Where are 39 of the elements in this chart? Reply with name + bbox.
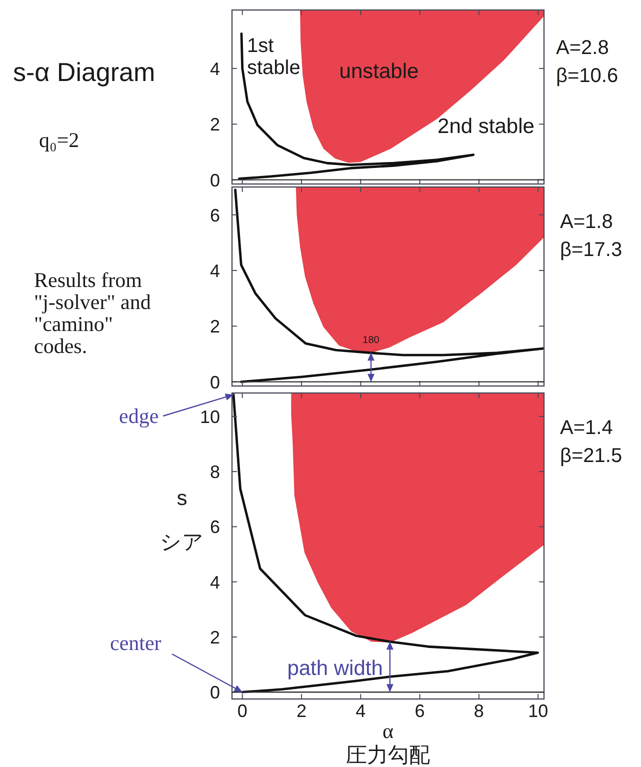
y-tick-label: 2: [210, 627, 220, 648]
text: q₀=2: [39, 128, 80, 152]
y-tick-label: 8: [210, 462, 220, 482]
annotation: path width: [287, 657, 383, 680]
text: β=10.6: [556, 65, 618, 87]
text: s-α Diagram: [13, 57, 156, 87]
annotation: unstable: [339, 60, 419, 83]
y-axis-title: s シア: [160, 487, 204, 554]
annotation: 2nd stable: [438, 115, 534, 138]
annotation: 180: [362, 335, 380, 346]
text: Results from "j-solver" and "camino" codes.: [34, 268, 152, 358]
text: A=1.4: [560, 417, 613, 439]
text: A=2.8: [556, 37, 609, 59]
y-tick-label: 4: [210, 572, 220, 592]
x-tick-label: 0: [237, 701, 248, 721]
y-tick-label: 0: [210, 372, 220, 392]
x-tick-label: 10: [528, 701, 548, 721]
y-tick-label: 0: [210, 682, 220, 703]
x-tick-label: 2: [296, 701, 307, 721]
text: β=17.3: [560, 239, 622, 261]
x-tick-label: 8: [474, 701, 484, 721]
line-series: [238, 32, 475, 180]
annotation: 1st stable: [247, 35, 300, 79]
y-tick-label: 2: [210, 316, 220, 337]
text: A=1.8: [560, 211, 613, 233]
y-tick-label: 10: [200, 406, 220, 427]
y-tick-label: 4: [210, 260, 220, 281]
y-tick-label: 2: [210, 114, 220, 135]
x-tick-label: 4: [356, 701, 366, 721]
line-series: [234, 188, 544, 384]
y-tick-label: 6: [210, 517, 220, 538]
annotation: center: [110, 631, 162, 655]
text: β=21.5: [560, 445, 622, 467]
y-tick-label: 4: [210, 58, 220, 79]
y-tick-label: 6: [210, 205, 220, 226]
x-tick-label: 6: [414, 701, 425, 721]
annotation: edge: [119, 404, 159, 428]
x-axis-title: α 圧力勾配: [346, 719, 430, 767]
y-tick-label: 0: [210, 170, 220, 190]
